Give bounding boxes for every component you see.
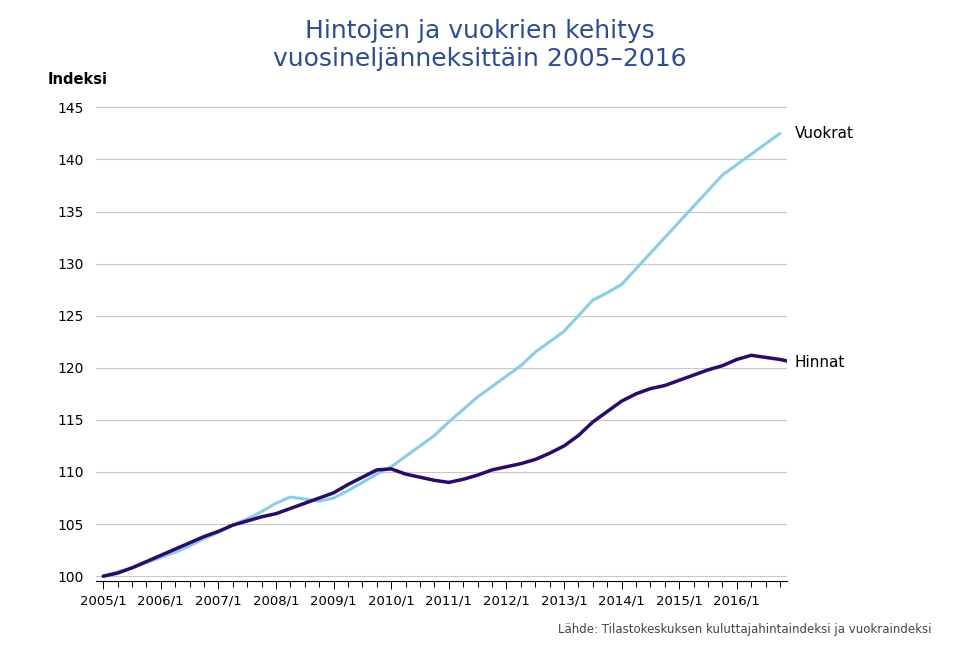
Text: Lähde: Tilastokeskuksen kuluttajahintaindeksi ja vuokraindeksi: Lähde: Tilastokeskuksen kuluttajahintain… — [558, 623, 931, 636]
Text: Vuokrat: Vuokrat — [795, 126, 853, 141]
Text: Hintojen ja vuokrien kehitys
vuosineljänneksittäin 2005–2016: Hintojen ja vuokrien kehitys vuosineljän… — [274, 19, 686, 71]
Text: Hinnat: Hinnat — [795, 355, 845, 370]
Text: Indeksi: Indeksi — [48, 72, 108, 87]
